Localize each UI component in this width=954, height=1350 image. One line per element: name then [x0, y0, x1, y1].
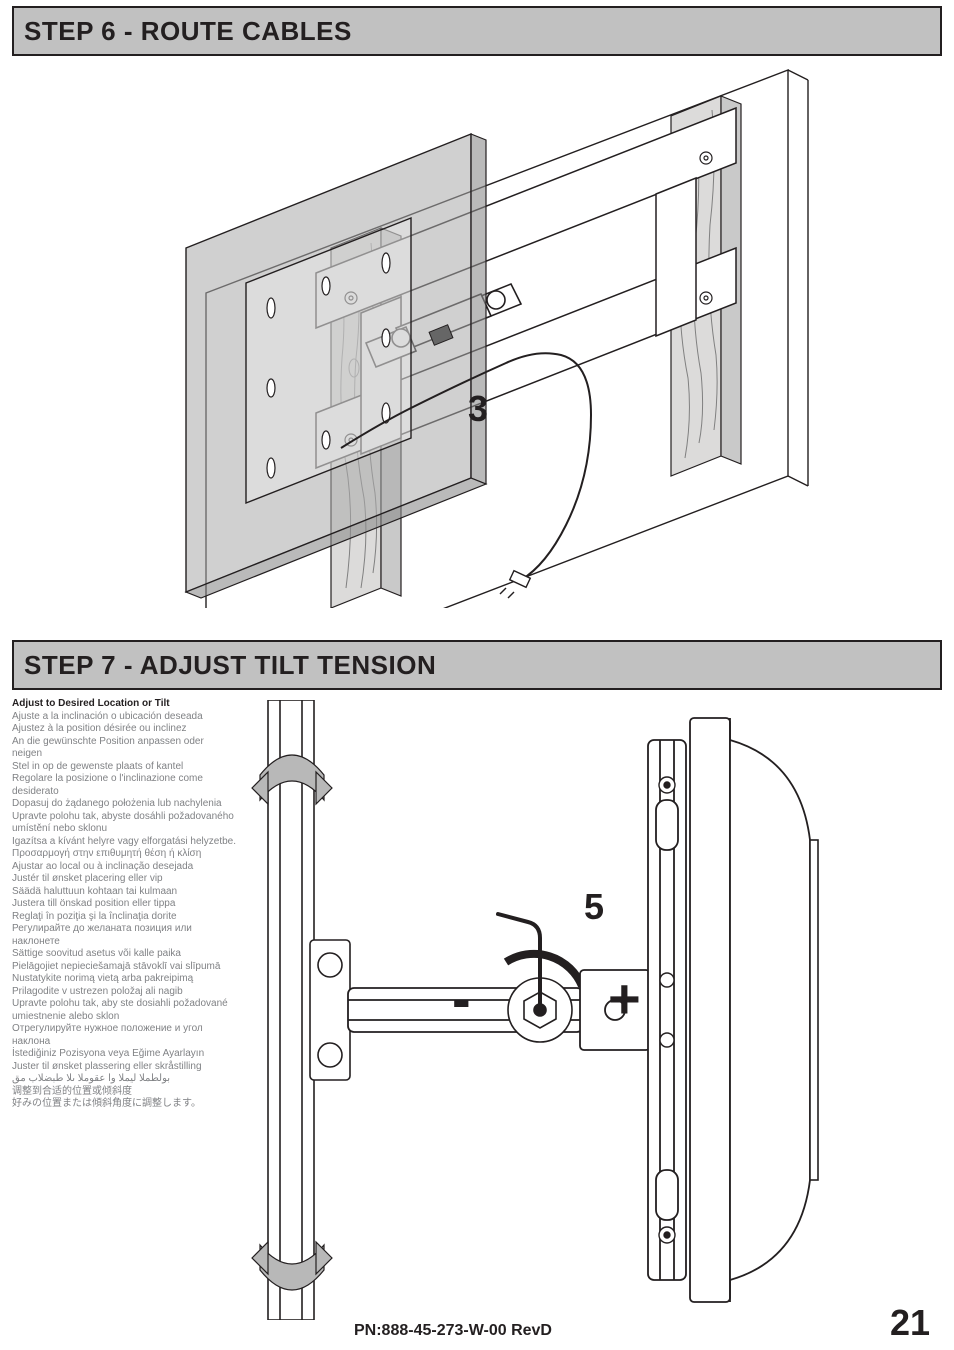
step6-callout: 3	[468, 388, 488, 430]
step6-header: STEP 6 - ROUTE CABLES	[12, 6, 942, 56]
translation-line: Justér til ønsket placering eller vip	[12, 873, 236, 886]
step6-diagram: 3	[176, 68, 816, 608]
translation-line: Sättige soovitud asetus või kalle paika	[12, 948, 236, 961]
tv-rails	[648, 740, 686, 1280]
translation-line: 好みの位置または傾斜角度に調整します。	[12, 1098, 236, 1111]
translation-line: Ajustar ao local ou à inclinação desejad…	[12, 861, 236, 874]
translation-line: Регулирайте до желаната позиция или накл…	[12, 923, 236, 948]
translation-line: بولطملا ليملا وا عقوملا ىلا طبضلاب مق	[12, 1073, 236, 1086]
step7-header: STEP 7 - ADJUST TILT TENSION	[12, 640, 942, 690]
footer-part-number: PN:888-45-273-W-00 RevD	[354, 1322, 552, 1340]
translation-line: Ajuste a la inclinación o ubicación dese…	[12, 711, 236, 724]
translation-line: 调整到合适的位置或倾斜度	[12, 1086, 236, 1099]
translation-line: Igazítsa a kívánt helyre vagy elforgatás…	[12, 836, 236, 849]
translation-line: İstediğiniz Pozisyona veya Eğime Ayarlay…	[12, 1048, 236, 1061]
step6-title: STEP 6 - ROUTE CABLES	[24, 16, 352, 47]
translation-line: Juster til ønsket plassering eller skrås…	[12, 1061, 236, 1074]
minus-symbol: -	[452, 966, 471, 1031]
step7-diagram: 5 + -	[240, 700, 940, 1320]
translation-line: Pielāgojiet nepieciešamajā stāvoklī vai …	[12, 961, 236, 974]
step6-svg	[176, 68, 816, 608]
tv-profile	[690, 718, 810, 1302]
translation-line: An die gewünschte Position anpassen oder…	[12, 736, 236, 761]
translation-line: Dopasuj do żądanego położenia lub nachyl…	[12, 798, 236, 811]
step7-translations: Adjust to Desired Location or Tilt Ajust…	[12, 698, 236, 1111]
translation-line: Justera till önskad position eller tippa	[12, 898, 236, 911]
step7-callout: 5	[584, 886, 604, 928]
translation-line: Отрегулируйте нужное положение и угол на…	[12, 1023, 236, 1048]
translation-line: Nustatykite norimą vietą arba pakreipimą	[12, 973, 236, 986]
translation-line: Regolare la posizione o l'inclinazione c…	[12, 773, 236, 798]
footer-page-number: 21	[890, 1302, 930, 1344]
step7-svg	[240, 700, 940, 1320]
translation-line: Upravte polohu tak, abyste dosáhli požad…	[12, 811, 236, 836]
plus-symbol: +	[608, 966, 641, 1031]
page: STEP 6 - ROUTE CABLES	[0, 0, 954, 1350]
translation-line: Stel in op de gewenste plaats of kantel	[12, 761, 236, 774]
translation-line: Προσαρμογή στην επιθυμητή θέση ή κλίση	[12, 848, 236, 861]
translation-primary: Adjust to Desired Location or Tilt	[12, 698, 236, 711]
translation-line: Säädä haluttuun kohtaan tai kulmaan	[12, 886, 236, 899]
step7-title: STEP 7 - ADJUST TILT TENSION	[24, 650, 436, 681]
translation-line: Ajustez à la position désirée ou incline…	[12, 723, 236, 736]
translation-line: Prilagodite v ustrezen položaj ali nagib	[12, 986, 236, 999]
wall-channel	[268, 700, 314, 1320]
translation-line: Upravte polohu tak, aby ste dosiahli pož…	[12, 998, 236, 1023]
translation-line: Reglaţi în poziţia şi la înclinaţia dori…	[12, 911, 236, 924]
